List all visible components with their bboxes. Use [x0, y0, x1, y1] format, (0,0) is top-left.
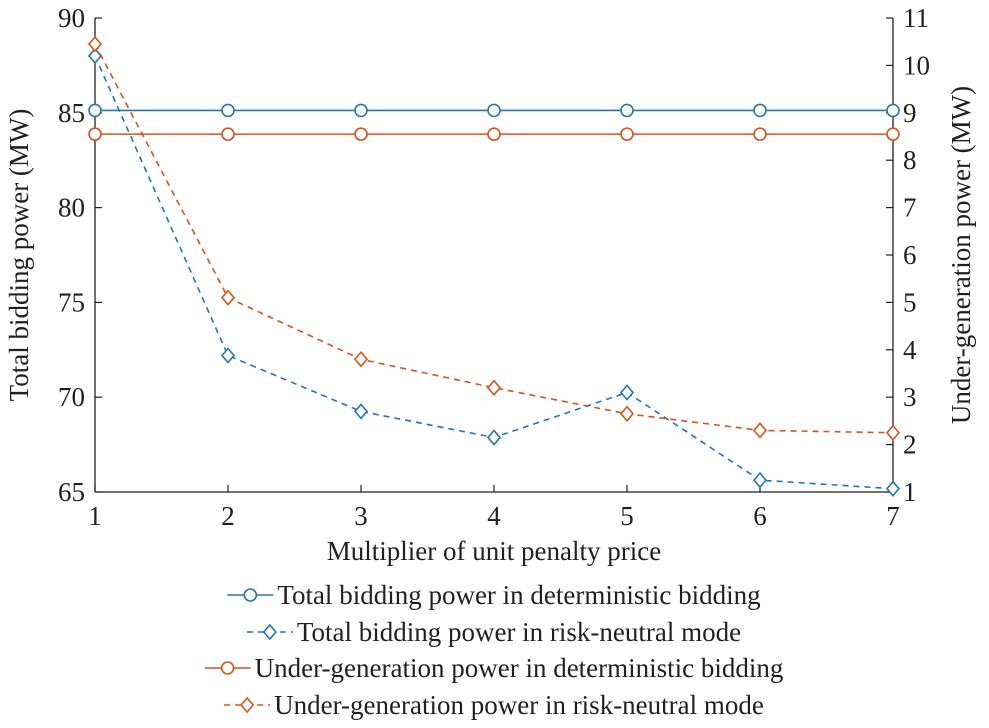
series-point	[752, 422, 768, 439]
legend-item: Total bidding power in deterministic bid…	[227, 580, 761, 610]
x-tick-label: 3	[354, 501, 368, 531]
y-left-tick-label: 70	[58, 382, 85, 412]
y-left-ticks: 65 70 75 80 85 90	[58, 3, 102, 507]
series-4	[87, 35, 901, 441]
legend-swatch-marker	[220, 661, 235, 675]
series-point	[354, 127, 368, 141]
series-1	[88, 103, 900, 118]
y-right-tick-label: 6	[903, 240, 917, 270]
series-point	[221, 127, 235, 141]
series-point	[487, 103, 501, 118]
series-point	[753, 103, 767, 118]
y-right-tick-label: 8	[903, 145, 917, 175]
series-point	[886, 127, 900, 141]
y-right-tick-label: 9	[903, 98, 917, 128]
series-point	[486, 429, 502, 446]
series-point	[620, 127, 634, 141]
y-axis-right-title: Under-generation power (MW)	[946, 86, 976, 424]
y-right-tick-label: 4	[903, 335, 917, 365]
series-point	[752, 471, 768, 489]
series-point	[88, 127, 102, 141]
y-left-tick-label: 90	[58, 3, 85, 33]
series-point	[220, 347, 236, 364]
y-left-tick-label: 80	[58, 193, 85, 223]
legend-label: Total bidding power in risk-neutral mode	[297, 617, 741, 647]
legend-swatch-marker	[262, 623, 277, 641]
legend-swatch-marker	[240, 696, 255, 714]
series-point	[885, 424, 901, 441]
x-axis-title: Multiplier of unit penalty price	[327, 536, 661, 566]
y-left-tick-label: 65	[58, 477, 85, 507]
series-point	[620, 103, 634, 118]
series-point	[886, 103, 900, 118]
y-right-tick-label: 10	[903, 50, 930, 80]
y-right-tick-label: 2	[903, 430, 917, 460]
x-tick-label: 4	[487, 501, 501, 531]
series-point	[354, 103, 368, 118]
legend-item: Under-generation power in risk-neutral m…	[224, 690, 764, 720]
series-point	[487, 127, 501, 141]
y-right-ticks: 1 2 3 4 5 6 7 8 9 10 11	[886, 3, 930, 507]
legend: Total bidding power in deterministic bid…	[204, 580, 784, 720]
y-right-tick-label: 1	[903, 477, 917, 507]
x-tick-label: 6	[753, 501, 767, 531]
series-point	[353, 403, 369, 420]
y-right-tick-label: 3	[903, 382, 917, 412]
series-2	[87, 47, 901, 497]
legend-swatch-marker	[243, 588, 258, 602]
series-point	[619, 405, 635, 423]
legend-label: Under-generation power in risk-neutral m…	[274, 690, 764, 720]
y-axis-left-title: Total bidding power (MW)	[4, 109, 34, 402]
series-3	[88, 127, 900, 141]
x-ticks: 1 2 3 4 5 6 7	[88, 485, 900, 531]
legend-item: Total bidding power in risk-neutral mode	[246, 617, 741, 647]
x-tick-label: 5	[620, 501, 634, 531]
series-point	[87, 35, 103, 53]
x-tick-label: 1	[88, 501, 102, 531]
series-point	[619, 384, 635, 401]
series-line	[94, 43, 894, 434]
series-point	[88, 103, 102, 118]
x-tick-label: 2	[221, 501, 235, 531]
legend-item: Under-generation power in deterministic …	[204, 653, 784, 683]
series-layer	[87, 35, 901, 497]
y-left-tick-label: 75	[58, 287, 85, 317]
y-right-tick-label: 7	[903, 193, 917, 223]
legend-label: Total bidding power in deterministic bid…	[277, 580, 760, 610]
y-left-tick-label: 85	[58, 98, 85, 128]
series-point	[87, 47, 103, 65]
series-point	[220, 289, 236, 306]
x-tick-label: 7	[886, 501, 900, 531]
series-point	[486, 379, 502, 396]
series-point	[753, 127, 767, 141]
plot-frame	[94, 18, 894, 493]
legend-label: Under-generation power in deterministic …	[255, 653, 784, 683]
series-point	[885, 480, 901, 497]
y-right-tick-label: 5	[903, 287, 917, 317]
y-right-tick-label: 11	[903, 3, 929, 33]
series-point	[221, 103, 235, 118]
series-point	[353, 351, 369, 368]
